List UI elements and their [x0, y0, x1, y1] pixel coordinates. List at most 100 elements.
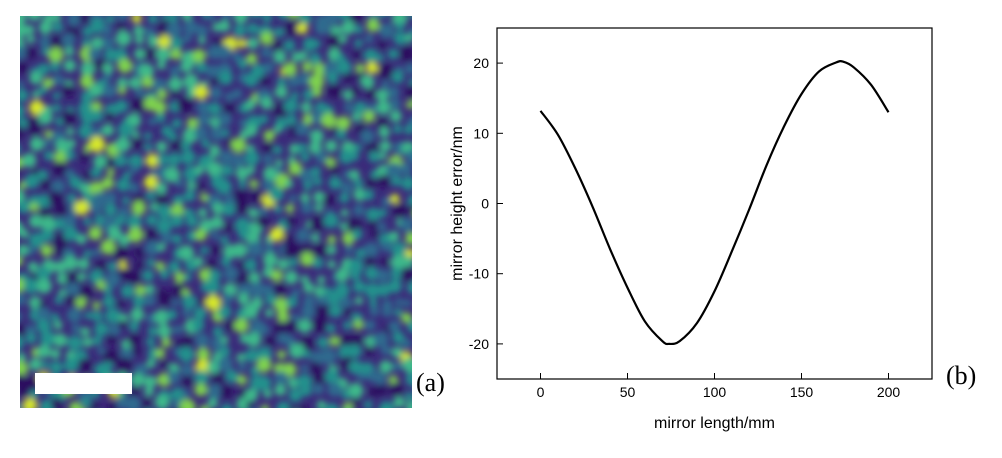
speckle-grain [231, 51, 243, 63]
speckle-grain [325, 403, 339, 408]
speckle-grain [298, 404, 309, 408]
speckle-grain [52, 21, 64, 33]
speckle-grain [259, 75, 270, 86]
speckle-grain [194, 85, 209, 100]
speckle-grain [106, 334, 117, 345]
speckle-grain [326, 71, 339, 84]
speckle-grain [29, 100, 45, 116]
speckle-grain [92, 301, 101, 310]
speckle-grain [376, 269, 390, 283]
speckle-grain [235, 200, 249, 214]
speckle-grain [377, 222, 387, 232]
speckle-grain [327, 259, 336, 269]
speckle-grain [36, 306, 51, 321]
speckle-grain [262, 166, 279, 182]
speckle-grain [193, 165, 205, 176]
speckle-grain [247, 22, 259, 35]
speckle-grain [273, 125, 282, 134]
speckle-grain [27, 261, 39, 273]
speckle-grain [342, 320, 353, 330]
speckle-grain [108, 324, 121, 337]
speckle-grain [183, 273, 192, 282]
speckle-grain [200, 246, 209, 255]
speckle-grain [362, 110, 375, 123]
speckle-grain [217, 356, 233, 372]
speckle-grain [116, 77, 128, 89]
speckle-grain [20, 323, 26, 339]
speckle-grain [268, 186, 284, 202]
speckle-grain [339, 221, 350, 232]
speckle-grain [274, 371, 288, 385]
speckle-grain [92, 335, 103, 346]
speckle-grain [263, 130, 275, 142]
speckle-grain [315, 304, 330, 319]
speckle-grain [144, 294, 156, 307]
speckle-grain [246, 165, 256, 175]
speckle-grain [218, 20, 231, 32]
speckle-grain [344, 245, 354, 255]
speckle-image [20, 16, 412, 408]
speckle-grain [373, 331, 389, 347]
speckle-grain [130, 373, 145, 387]
speckle-grain [204, 278, 221, 295]
speckle-grain [282, 62, 298, 77]
speckle-grain [28, 232, 45, 248]
speckle-grain [211, 202, 225, 215]
speckle-grain [128, 76, 142, 90]
x-tick-label: 0 [537, 384, 545, 400]
speckle-grain [44, 139, 53, 148]
speckle-grain [194, 228, 207, 241]
speckle-grain [364, 282, 381, 299]
speckle-grain [274, 383, 287, 396]
speckle-grain [58, 288, 67, 297]
speckle-grain [353, 178, 364, 189]
speckle-grain [180, 364, 194, 377]
speckle-grain [379, 140, 392, 152]
speckle-grain [364, 319, 376, 331]
speckle-grain [375, 53, 385, 62]
speckle-grain [141, 76, 154, 88]
speckle-grain [180, 149, 196, 165]
speckle-grain [353, 188, 367, 202]
speckle-grain [181, 336, 194, 348]
speckle-grain [170, 214, 184, 228]
speckle-grain [157, 242, 167, 252]
speckle-grain [343, 102, 354, 113]
speckle-grain [195, 61, 207, 74]
speckle-grain [401, 312, 412, 324]
speckle-grain [359, 129, 375, 144]
speckle-grain [244, 388, 259, 402]
speckle-grain [224, 92, 235, 102]
speckle-grain [221, 403, 233, 408]
speckle-grain [343, 306, 353, 316]
speckle-grain [376, 100, 391, 115]
speckle-grain [167, 131, 178, 142]
speckle-grain [349, 169, 360, 181]
speckle-grain [388, 279, 402, 294]
speckle-grain [223, 222, 234, 233]
speckle-grain [246, 53, 258, 65]
speckle-grain [101, 24, 113, 36]
speckle-grain [193, 256, 204, 267]
speckle-grain [274, 85, 288, 99]
speckle-grain [65, 294, 77, 306]
speckle-grain [216, 179, 232, 195]
speckle-grain [155, 141, 168, 153]
speckle-grain [264, 308, 274, 318]
speckle-grain [336, 116, 351, 131]
speckle-grain [317, 336, 329, 349]
speckle-grain [364, 346, 375, 356]
speckle-grain [100, 239, 116, 255]
speckle-grain [275, 166, 284, 175]
speckle-grain [378, 208, 388, 218]
speckle-grain [125, 396, 142, 408]
speckle-grain [50, 313, 60, 322]
speckle-grain [196, 24, 209, 37]
speckle-grain [155, 46, 171, 62]
speckle-grain [107, 225, 122, 241]
speckle-grain [276, 310, 289, 323]
speckle-grain [103, 73, 113, 83]
speckle-grain [133, 247, 145, 258]
speckle-grain [38, 20, 53, 35]
